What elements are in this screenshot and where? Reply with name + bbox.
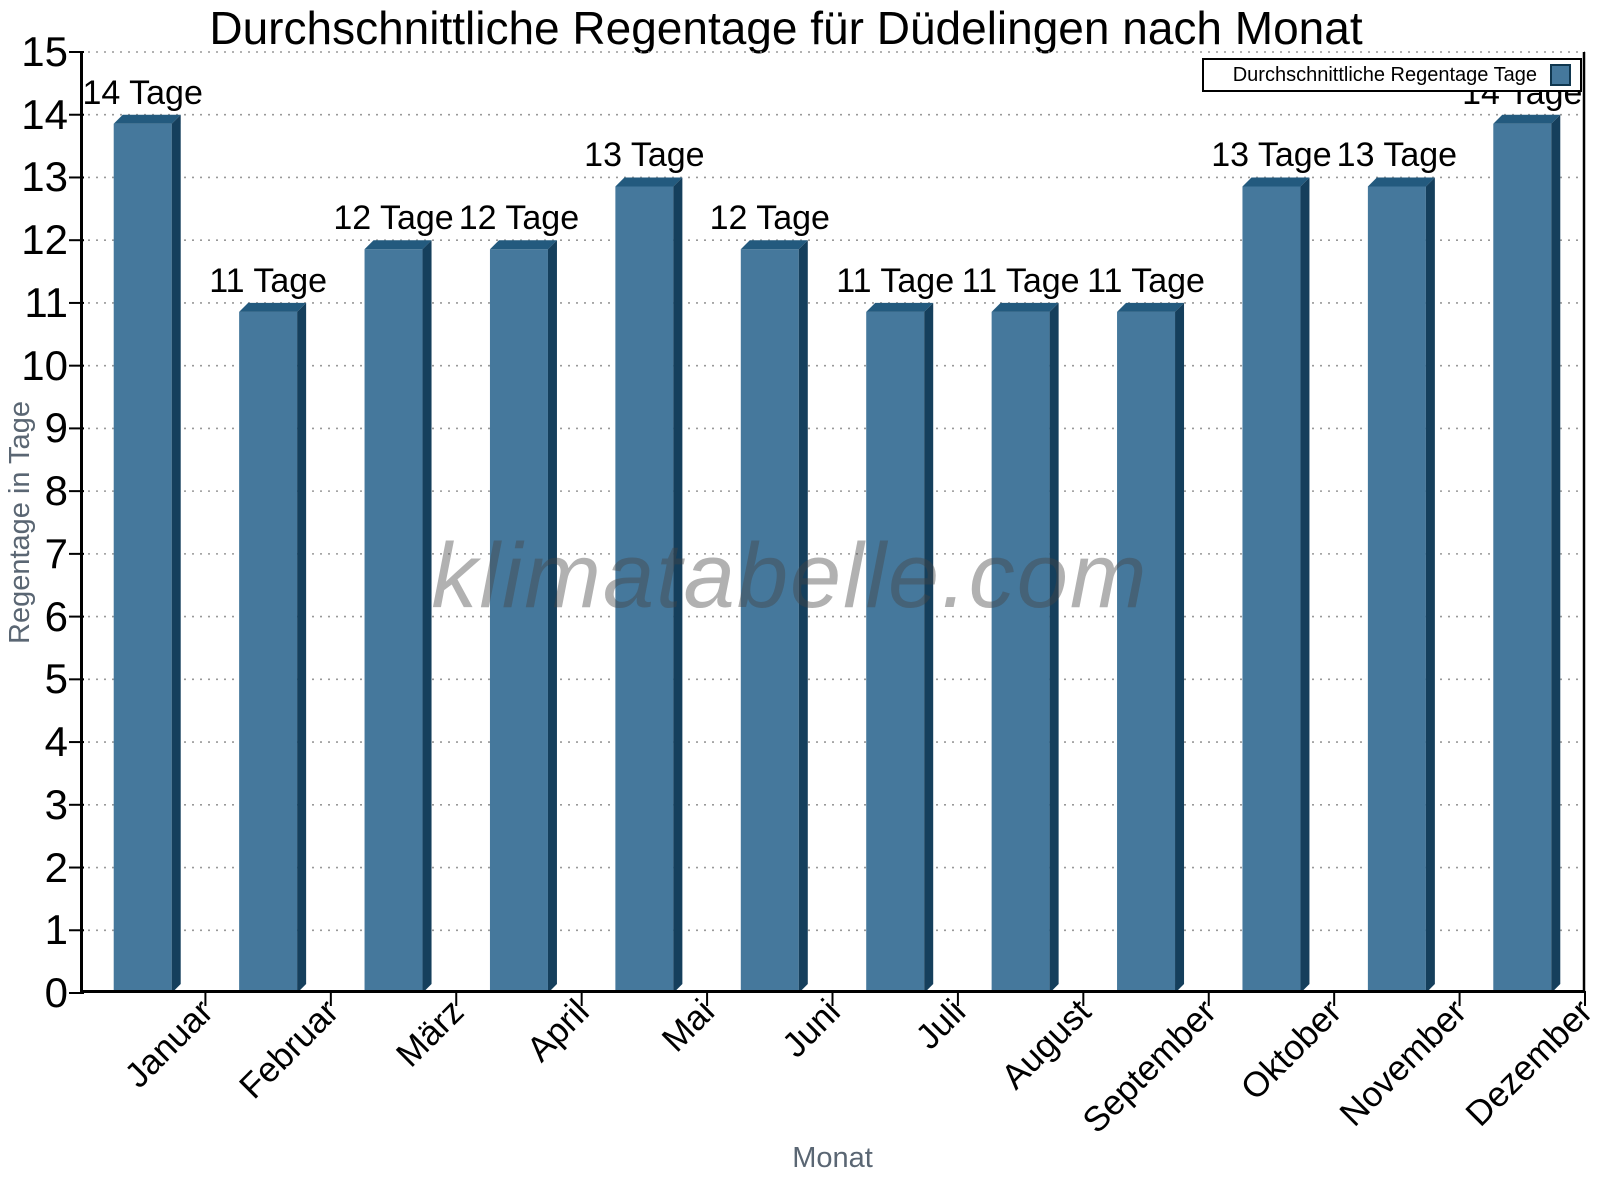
bar-side-bevel	[297, 302, 307, 993]
bar-side-bevel	[798, 240, 808, 993]
x-tick-label: April	[519, 992, 597, 1070]
bar	[740, 249, 799, 993]
bar	[1242, 186, 1301, 993]
bar-side-bevel	[1425, 177, 1435, 993]
x-tick-label: Mai	[654, 992, 722, 1060]
bar-top-bevel	[1493, 114, 1561, 124]
bar	[489, 249, 548, 993]
bar-top-bevel	[113, 114, 181, 124]
plot-area	[69, 51, 1586, 1006]
bar-top-bevel	[615, 177, 683, 187]
x-tick-label: März	[388, 992, 472, 1075]
bar	[113, 123, 172, 993]
x-tick-label: November	[1332, 992, 1475, 1134]
bar-top-bevel	[364, 240, 432, 250]
bar-side-bevel	[1300, 177, 1310, 993]
x-tick-label: Dezember	[1458, 992, 1600, 1134]
x-tick-label: Juni	[774, 992, 848, 1065]
bar-top-bevel	[866, 302, 934, 312]
bar-side-bevel	[673, 177, 683, 993]
bar	[615, 186, 674, 993]
bar-side-bevel	[1551, 114, 1561, 993]
bar-top-bevel	[740, 240, 808, 250]
bar-top-bevel	[991, 302, 1059, 312]
legend-label: Durchschnittliche Regentage Tage	[1232, 63, 1537, 86]
x-tick-label: September	[1074, 992, 1224, 1141]
bar	[1117, 311, 1176, 993]
bar-side-bevel	[1175, 302, 1185, 993]
bar	[239, 311, 298, 993]
bar	[1493, 123, 1552, 993]
x-tick-label: August	[993, 992, 1099, 1097]
bar-top-bevel	[1242, 177, 1310, 187]
bar	[364, 249, 423, 993]
x-tick-label: Februar	[231, 992, 346, 1107]
bar-top-bevel	[1117, 302, 1185, 312]
bar	[1367, 186, 1426, 993]
bar-side-bevel	[171, 114, 181, 993]
chart-title: Durchschnittliche Regentage für Düdeling…	[209, 2, 1363, 54]
bar	[866, 311, 925, 993]
legend-swatch-icon	[1550, 64, 1571, 86]
x-tick-label: Januar	[117, 992, 221, 1096]
bar-top-bevel	[489, 240, 557, 250]
x-tick-label: Juli	[908, 992, 973, 1057]
bar-side-bevel	[547, 240, 557, 993]
bar-top-bevel	[1367, 177, 1435, 187]
x-tick-label: Oktober	[1233, 992, 1350, 1108]
bar-top-bevel	[239, 302, 307, 312]
y-axis-title: Regentage in Tage	[4, 401, 36, 644]
bar	[991, 311, 1050, 993]
legend: Durchschnittliche Regentage Tage	[1202, 58, 1582, 92]
bar-side-bevel	[1049, 302, 1059, 993]
bar-side-bevel	[422, 240, 432, 993]
bar-side-bevel	[924, 302, 934, 993]
x-axis-title: Monat	[792, 1142, 873, 1174]
